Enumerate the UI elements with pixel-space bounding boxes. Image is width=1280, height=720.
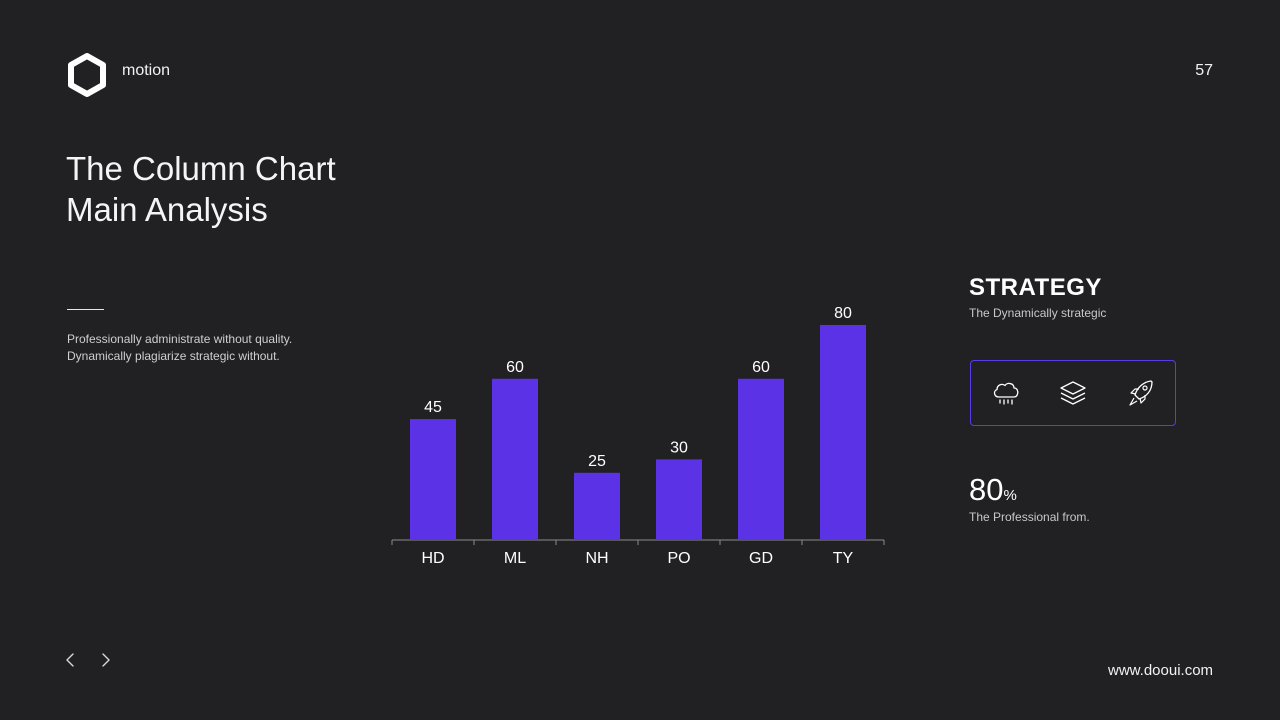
strategy-heading: STRATEGY [969, 274, 1102, 301]
data-label: 45 [424, 399, 442, 416]
chevron-right-icon[interactable] [98, 650, 114, 670]
column-chart: 45 HD 60 ML 25 NH 30 PO 60 GD 80 TY [391, 305, 885, 567]
brand-name: motion [122, 62, 171, 79]
cloud-rain-icon [993, 382, 1019, 405]
x-tick-label: HD [421, 550, 444, 567]
bar-ml [492, 378, 538, 540]
stat-caption: The Professional from. [969, 510, 1090, 524]
page-number: 57 [1195, 62, 1213, 79]
description-line-1: Professionally administrate without qual… [67, 332, 293, 346]
bar-po [656, 459, 702, 540]
chevron-left-icon[interactable] [62, 650, 78, 670]
data-label: 30 [670, 439, 688, 456]
divider-line [67, 309, 104, 310]
data-label: 60 [506, 359, 524, 376]
icon-panel [970, 360, 1176, 426]
x-tick-label: ML [504, 550, 526, 567]
strategy-subheading: The Dynamically strategic [969, 306, 1107, 320]
x-tick-label: NH [585, 550, 608, 567]
description: Professionally administrate without qual… [67, 331, 367, 365]
rocket-icon [1129, 380, 1153, 406]
title-line-2: Main Analysis [66, 191, 268, 228]
x-tick-label: TY [833, 550, 854, 567]
layers-icon [1060, 381, 1086, 405]
data-label: 60 [752, 359, 770, 376]
bar-nh [574, 472, 620, 540]
slide-title: The Column Chart Main Analysis [66, 148, 336, 230]
stat-number: 80 [969, 472, 1004, 507]
x-tick-label: GD [749, 550, 773, 567]
data-label: 25 [588, 453, 606, 470]
stat-value: 80% [969, 472, 1017, 508]
bar-gd [738, 378, 784, 540]
website-link[interactable]: www.dooui.com [1108, 662, 1214, 679]
data-label: 80 [834, 305, 852, 322]
title-line-1: The Column Chart [66, 150, 336, 187]
bar-hd [410, 419, 456, 540]
hexagon-logo-icon [68, 53, 106, 97]
x-tick-label: PO [667, 550, 690, 567]
bar-ty [820, 325, 866, 540]
stat-unit: % [1003, 487, 1017, 504]
description-line-2: Dynamically plagiarize strategic without… [67, 349, 280, 363]
